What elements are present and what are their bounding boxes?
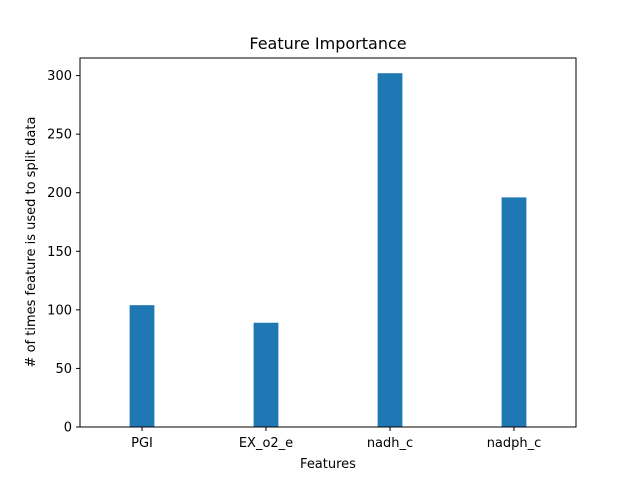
y-axis-label: # of times feature is used to split data (24, 117, 39, 368)
bar-nadph-c (501, 197, 527, 427)
bar-nadh-c (377, 73, 403, 427)
x-tick-label: EX_o2_e (239, 436, 293, 451)
y-tick-label: 50 (55, 362, 72, 377)
x-tick-label: nadph_c (487, 436, 542, 451)
x-tick-label: nadh_c (367, 436, 413, 451)
y-axis: 0 50 100 150 200 250 300 (47, 69, 80, 436)
y-tick-label: 250 (47, 128, 72, 143)
y-tick-label: 200 (47, 186, 72, 201)
plot-frame (79, 57, 577, 428)
bar-pgi (129, 305, 155, 427)
x-tick-label: PGI (131, 436, 153, 451)
y-tick-label: 0 (64, 421, 72, 436)
bar-ex-o2-e (253, 322, 279, 427)
x-axis: PGI EX_o2_e nadh_c nadph_c (131, 427, 541, 451)
y-tick-label: 100 (47, 303, 72, 318)
y-tick-label: 300 (47, 69, 72, 84)
y-tick-label: 150 (47, 245, 72, 260)
chart-title: Feature Importance (249, 34, 406, 53)
bars-group (129, 73, 527, 427)
x-axis-label: Features (300, 457, 356, 472)
